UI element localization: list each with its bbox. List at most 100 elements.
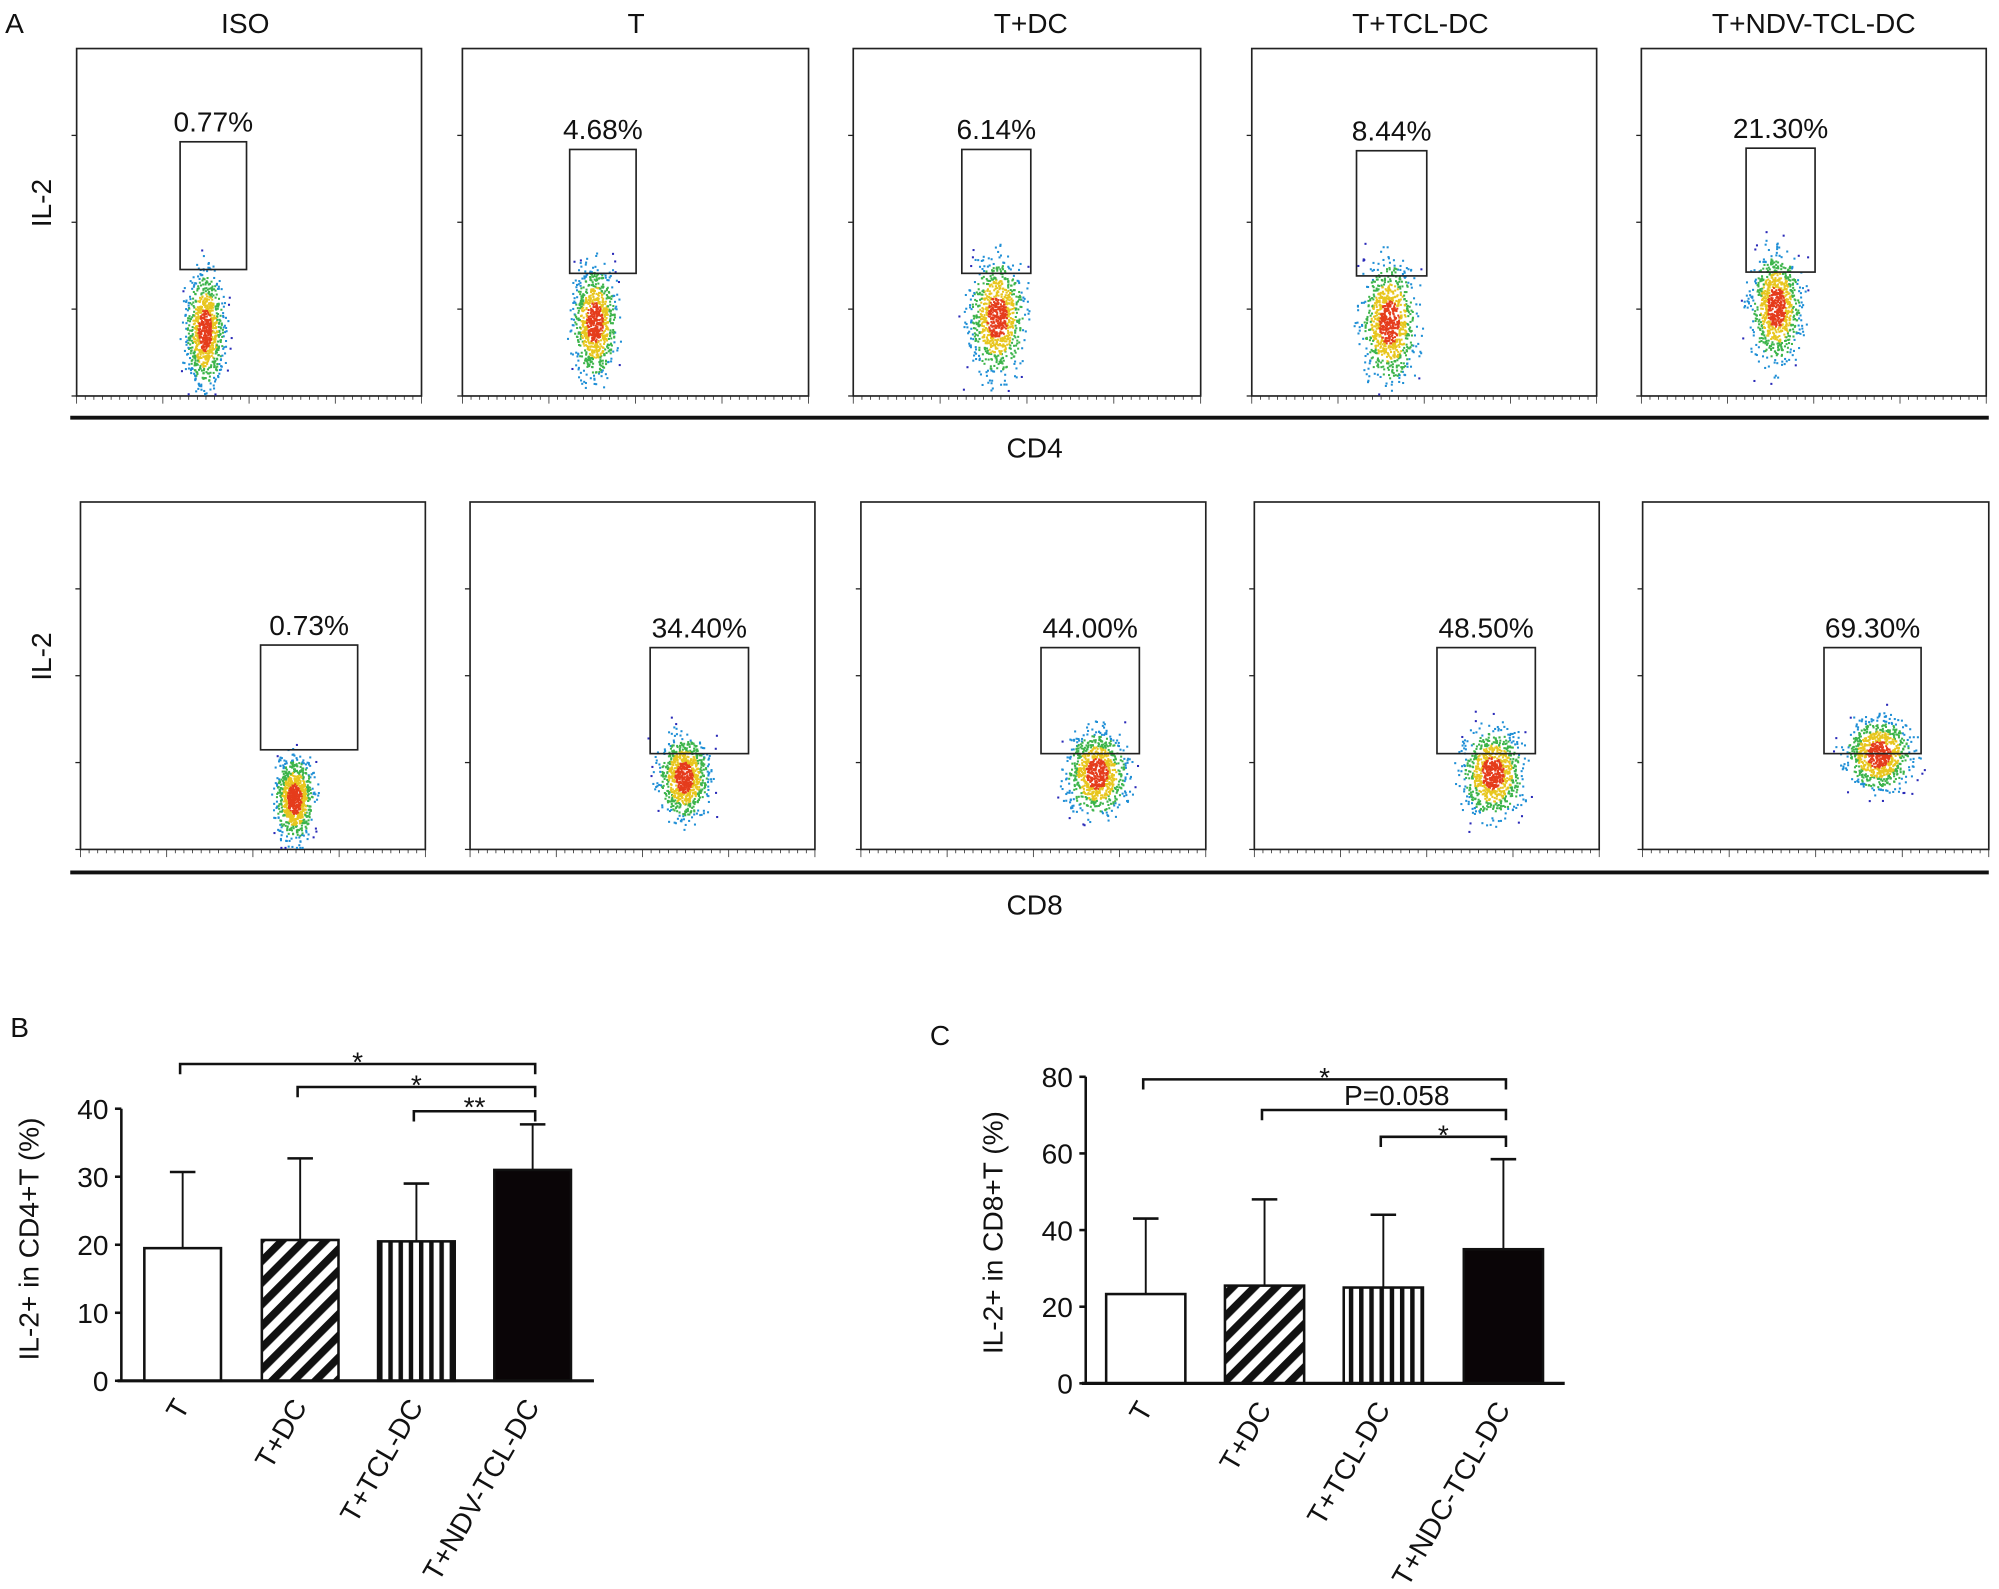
x-tick-label: T+TCL-DC (1301, 1396, 1396, 1530)
significance-label: P=0.058 (1344, 1080, 1449, 1111)
plot-title: T+DC (994, 8, 1068, 39)
x-tick-label: T+NDV-TCL-DC (417, 1394, 546, 1586)
y-tick-label: 80 (1042, 1062, 1073, 1093)
y-tick-label: 20 (77, 1230, 108, 1261)
gate (1436, 646, 1537, 755)
significance-bracket (296, 1085, 537, 1098)
bar-chart-cd8: 0 20 40 60 80 IL-2+ in CD8+T (%) T T+DC T+TCL-DC… (978, 1062, 1565, 1589)
gate-percent: 4.68% (563, 114, 643, 145)
gate (1823, 646, 1922, 755)
gate (1040, 646, 1141, 755)
y-axis-label: IL-2+ in CD4+T (%) (13, 1117, 44, 1360)
event-dots (271, 743, 320, 849)
flow-plot: 34.40% (464, 501, 816, 858)
y-tick-label: 60 (1042, 1139, 1073, 1170)
y-axis-label: IL-2 (26, 179, 57, 227)
flow-plot: 69.30% (1637, 501, 1990, 858)
flow-plot: 0.73% (75, 501, 427, 858)
panel-label-c: C (930, 1020, 950, 1051)
bar (1342, 1286, 1425, 1385)
gate (1745, 147, 1816, 273)
panel-label-a: A (5, 8, 24, 39)
bar (1104, 1292, 1187, 1385)
plot-frame (1641, 501, 1990, 851)
significance-label: * (1319, 1062, 1330, 1093)
significance-bracket (1141, 1078, 1508, 1090)
bar (1223, 1284, 1306, 1385)
gate-percent: 6.14% (956, 114, 1036, 145)
x-tick-label: T (160, 1394, 195, 1424)
significance-label: * (411, 1070, 422, 1101)
bar (260, 1238, 340, 1383)
panel-label-b: B (10, 1012, 29, 1043)
event-dots (647, 716, 719, 831)
bar (1462, 1247, 1545, 1385)
plot-title: ISO (221, 8, 269, 39)
significance-label: ** (464, 1091, 486, 1122)
plot-frame (75, 47, 423, 397)
event-dots (179, 249, 233, 396)
bar (376, 1240, 457, 1383)
flow-plot: 21.30% T+NDV-TCL-DC (1636, 8, 1988, 404)
event-dots (1353, 242, 1425, 396)
x-axis-label: CD4 (1007, 432, 1063, 463)
flow-plot: 0.77% ISO (71, 8, 423, 404)
gate (259, 644, 359, 751)
gate (179, 140, 248, 271)
flow-cytometry-panels: CD4 IL-2 0.77% ISO 4.68% T 6.14% T+DC 8.44% T+TCL… (26, 8, 1990, 921)
significance-bracket (412, 1109, 537, 1122)
flow-plot: 48.50% (1249, 501, 1601, 858)
gate-percent: 0.77% (173, 107, 253, 138)
bar-chart-cd4: 0 10 20 30 40 IL-2+ in CD4+T (%) T T+DC T+TCL-DC… (13, 1047, 594, 1586)
y-tick-label: 20 (1042, 1292, 1073, 1323)
plot-frame (1640, 47, 1988, 397)
gate-percent: 34.40% (652, 612, 747, 643)
gate-percent: 21.30% (1733, 113, 1828, 144)
y-axis-label: IL-2 (26, 632, 57, 680)
gate-percent: 0.73% (269, 610, 349, 641)
plot-frame (860, 501, 1207, 851)
plot-frame (469, 501, 816, 851)
significance-bracket (1260, 1108, 1508, 1121)
plot-frame (1250, 47, 1598, 397)
gate-percent: 44.00% (1043, 612, 1138, 643)
gate (649, 646, 750, 755)
y-tick-label: 40 (77, 1094, 108, 1125)
event-dots (1740, 231, 1810, 385)
flow-plot: 44.00% (855, 501, 1207, 858)
x-tick-label: T (1123, 1396, 1158, 1426)
plot-title: T+TCL-DC (1352, 8, 1489, 39)
bar (493, 1168, 573, 1383)
plot-frame (852, 47, 1202, 397)
x-tick-label: T+TCL-DC (334, 1394, 429, 1528)
significance-bracket (178, 1062, 537, 1075)
x-tick-label: T+DC (1213, 1396, 1277, 1476)
gate (568, 148, 637, 275)
plot-title: T+NDV-TCL-DC (1712, 8, 1916, 39)
significance-bracket (1379, 1135, 1508, 1148)
event-dots (958, 243, 1031, 393)
plot-frame (1253, 501, 1601, 851)
event-dots (566, 252, 622, 389)
y-tick-label: 10 (77, 1298, 108, 1329)
significance-label: * (352, 1047, 363, 1078)
event-dots (1057, 720, 1140, 827)
gate-percent: 48.50% (1439, 612, 1534, 643)
gate (960, 148, 1032, 275)
bar (143, 1246, 223, 1383)
x-tick-label: T+NDC-TCL-DC (1386, 1396, 1516, 1589)
significance-label: * (1438, 1119, 1449, 1150)
x-axis-label: CD8 (1007, 890, 1063, 921)
gate-percent: 8.44% (1352, 116, 1432, 147)
gate-percent: 69.30% (1825, 612, 1920, 643)
event-dots (1454, 710, 1533, 833)
y-axis-label: IL-2+ in CD8+T (%) (978, 1111, 1009, 1354)
y-tick-label: 0 (1057, 1369, 1073, 1400)
gate (1355, 149, 1428, 277)
y-tick-label: 30 (77, 1162, 108, 1193)
flow-plot: 6.14% T+DC (848, 8, 1202, 404)
x-tick-label: T+DC (249, 1394, 313, 1474)
plot-title: T (628, 8, 645, 39)
y-tick-label: 0 (93, 1366, 109, 1397)
